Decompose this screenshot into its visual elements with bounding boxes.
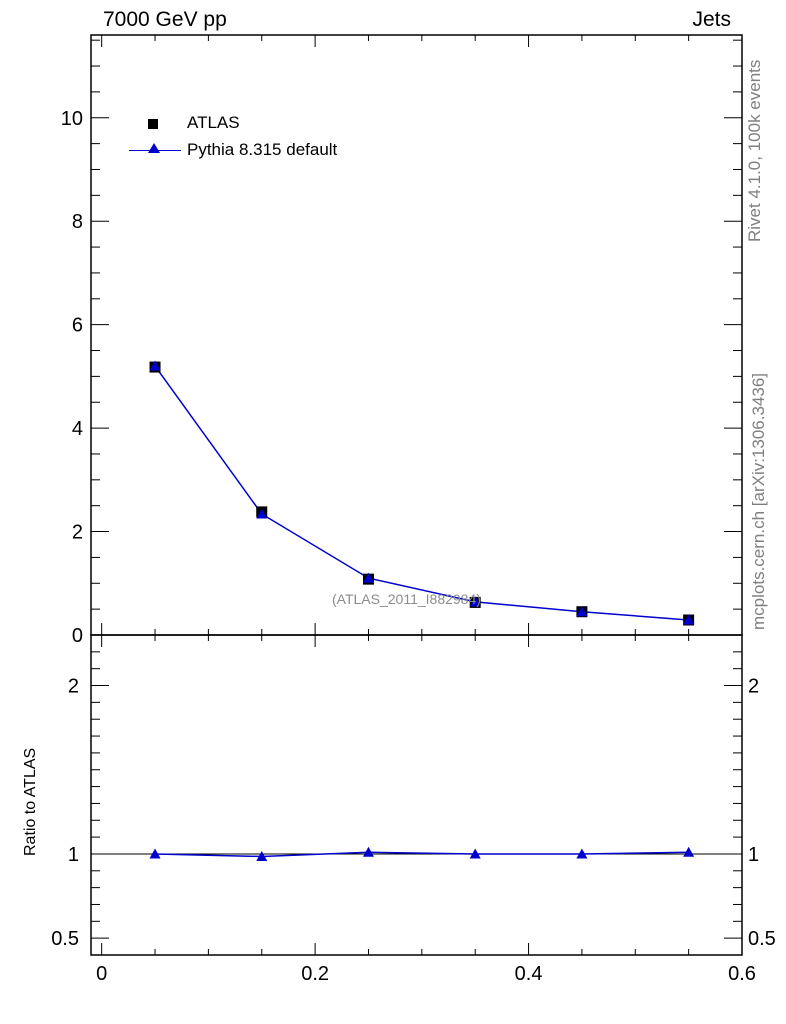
ratio-data-point: [469, 848, 481, 859]
ratio-xtick-label: 0.6: [728, 963, 756, 985]
pythia-data-point: [469, 596, 481, 607]
pythia-data-point: [576, 606, 588, 617]
header-energy-label: 7000 GeV pp: [103, 8, 227, 31]
main-ytick-label: 6: [72, 315, 83, 337]
ratio-ytick-label-left: 1: [68, 844, 79, 866]
legend-label-pythia: Pythia 8.315 default: [187, 140, 338, 159]
pythia-series-line: [154, 365, 689, 621]
ratio-data-point: [256, 850, 268, 861]
ratio-ytick-label-right: 1: [748, 844, 759, 866]
pythia-data-point: [683, 614, 695, 625]
ratio-data-point: [362, 846, 374, 857]
legend-label-atlas: ATLAS: [187, 113, 240, 132]
ratio-series-line: [155, 851, 689, 858]
ratio-data-marks: [91, 846, 742, 861]
ratio-xtick-label: 0: [96, 963, 107, 985]
analysis-watermark: (ATLAS_2011_I882984): [332, 591, 481, 607]
main-ytick-label: 2: [72, 522, 83, 544]
main-ytick-label: 4: [72, 418, 83, 440]
ratio-axis-ticks: 0 0.2 0.4 0.6 0.5 0.5 1 1 2 2: [51, 634, 776, 985]
ratio-data-point: [683, 846, 695, 857]
rivet-version-label: Rivet 4.1.0, 100k events: [745, 59, 764, 242]
pythia-data-point: [149, 360, 161, 371]
pythia-data-point: [362, 572, 374, 583]
ratio-ytick-label-right: 0.5: [748, 928, 776, 950]
header-process-label: Jets: [692, 8, 731, 31]
pythia-data-point: [256, 508, 268, 519]
ratio-ytick-label-left: 2: [68, 676, 79, 698]
triangle-marker-icon: [148, 143, 160, 153]
main-ytick-label: 10: [61, 108, 83, 130]
ratio-xtick-label: 0.4: [515, 963, 543, 985]
ratio-ytick-label-left: 0.5: [51, 928, 79, 950]
ratio-xtick-label: 0.2: [301, 963, 329, 985]
ratio-frame: [90, 634, 743, 956]
main-axis-ticks: 0 2 4 6 8 10: [61, 35, 743, 647]
ratio-data-point: [149, 848, 161, 859]
square-marker-icon: [148, 119, 158, 129]
ratio-y-axis-label: Ratio to ATLAS: [22, 747, 39, 856]
mcplots-reference-label: mcplots.cern.ch [arXiv:1306.3436]: [749, 372, 768, 630]
ratio-data-point: [576, 848, 588, 859]
main-data-marks: [149, 360, 695, 626]
main-ytick-label: 8: [72, 211, 83, 233]
main-ytick-label: 0: [72, 625, 83, 647]
ratio-ytick-label-right: 2: [748, 676, 759, 698]
